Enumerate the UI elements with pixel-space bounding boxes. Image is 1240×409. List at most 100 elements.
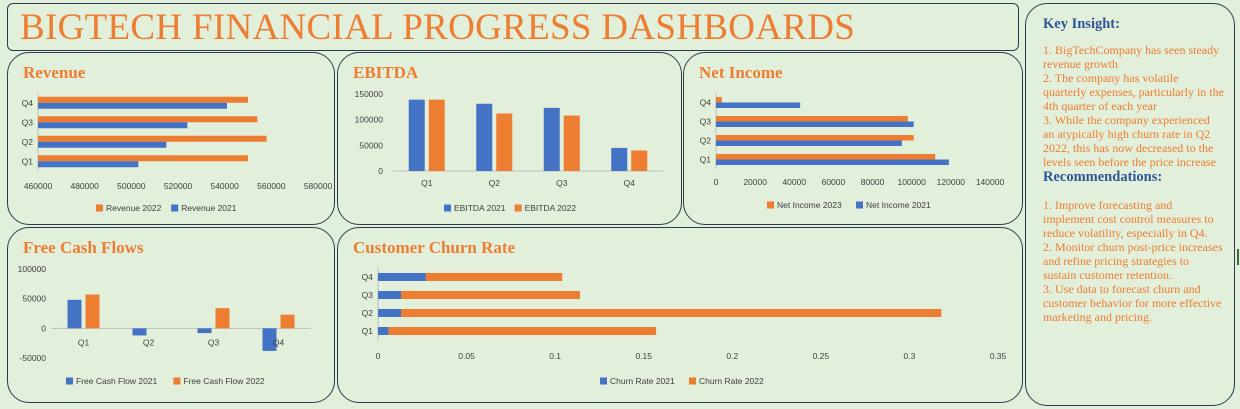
ebitda-bar-q4-s1 [631, 150, 648, 171]
netincome-legend-label-1: Net Income 2021 [866, 200, 931, 210]
revenue-bar-q3-s0 [38, 116, 258, 123]
ebitda-y-tick-3: 150000 [355, 89, 384, 99]
revenue-cat-label-q4: Q4 [22, 98, 34, 108]
fcf-chart: -50000 0 50000 100000 Q1 Q2 Q3 Q4 Free Cash Flow… [18, 264, 311, 386]
fcf-legend-label-0: Free Cash Flow 2021 [76, 376, 158, 386]
churn-cat-label-q1: Q1 [362, 326, 374, 336]
edge-marker [1237, 249, 1239, 265]
fcf-y-tick-0: -50000 [20, 353, 47, 363]
ebitda-bar-q1-s0 [408, 99, 425, 171]
netincome-panel: Net Income Q1 Q2 Q3 Q4 0 20000 40000 60000 80000… [683, 52, 1023, 225]
revenue-legend-label-1: Revenue 2021 [181, 203, 237, 213]
fcf-bar-q1-s0 [67, 299, 82, 329]
revenue-cat-label-q2: Q2 [22, 137, 34, 147]
netincome-cat-label-q2: Q2 [700, 136, 712, 146]
churn-bar-q1-s0 [378, 327, 389, 335]
churn-x-tick-5: 0.25 [813, 351, 830, 361]
revenue-x-tick-5: 560000 [257, 181, 286, 191]
ebitda-bar-q2-s1 [496, 113, 513, 171]
netincome-bar-q4-s1 [716, 102, 801, 108]
fcf-cat-label-q2: Q2 [143, 337, 155, 347]
churn-legend-swatch-1 [689, 377, 696, 385]
churn-cat-label-q3: Q3 [362, 290, 374, 300]
fcf-cat-label-q3: Q3 [208, 337, 220, 347]
revenue-x-tick-4: 540000 [210, 181, 239, 191]
revenue-cat-label-q1: Q1 [22, 156, 34, 166]
netincome-cat-label-q4: Q4 [700, 98, 712, 108]
netincome-bar-q2-s0 [716, 135, 914, 141]
revenue-bar-q1-s1 [38, 161, 139, 168]
recommendations-text: 1. Improve forecasting and implement cos… [1043, 198, 1223, 324]
revenue-legend-label-0: Revenue 2022 [106, 203, 162, 213]
revenue-x-tick-6: 580000 [304, 181, 333, 191]
churn-bar-q3-s1 [401, 291, 580, 299]
revenue-bar-q4-s1 [38, 102, 227, 109]
ebitda-bar-q2-s0 [476, 103, 493, 171]
fcf-bar-q3-s1 [215, 308, 230, 329]
netincome-x-tick-1: 20000 [743, 177, 767, 187]
churn-cat-label-q2: Q2 [362, 308, 374, 318]
netincome-cat-label-q1: Q1 [700, 155, 712, 165]
fcf-y-tick-2: 50000 [22, 294, 46, 304]
ebitda-chart: 0 50000 100000 150000 Q1 Q2 Q3 Q4 EBITDA 2021 EBI… [355, 89, 663, 213]
churn-x-tick-1: 0.05 [458, 351, 475, 361]
ebitda-y-tick-2: 100000 [355, 115, 384, 125]
ebitda-cat-label-q1: Q1 [421, 178, 433, 188]
ebitda-legend-swatch-0 [444, 204, 451, 212]
netincome-title: Net Income [699, 63, 783, 82]
netincome-legend-swatch-1 [856, 201, 863, 209]
churn-legend-label-0: Churn Rate 2021 [610, 376, 675, 386]
churn-bar-q2-s0 [378, 309, 402, 317]
netincome-bar-q1-s1 [716, 159, 949, 165]
fcf-legend-label-1: Free Cash Flow 2022 [183, 376, 265, 386]
ebitda-y-tick-1: 50000 [359, 140, 383, 150]
churn-bar-q1-s1 [388, 327, 657, 335]
netincome-x-tick-6: 120000 [937, 177, 966, 187]
revenue-bar-q2-s0 [38, 135, 267, 142]
recommendations-heading: Recommendations: [1043, 169, 1163, 185]
fcf-bar-q2-s0 [132, 328, 147, 336]
fcf-bar-q4-s0 [262, 328, 277, 351]
revenue-title: Revenue [23, 63, 86, 82]
revenue-x-tick-0: 460000 [24, 181, 53, 191]
fcf-legend-swatch-1 [173, 377, 181, 385]
ebitda-legend-swatch-1 [514, 204, 522, 212]
revenue-bar-q1-s0 [38, 155, 248, 162]
churn-bar-q4-s0 [378, 273, 426, 281]
ebitda-cat-label-q2: Q2 [489, 178, 501, 188]
churn-legend-swatch-0 [600, 377, 607, 385]
dashboard-title: BIGTECH FINANCIAL PROGRESS DASHBOARDS [20, 7, 856, 48]
ebitda-legend-label-1: EBITDA 2022 [525, 203, 577, 213]
churn-x-tick-6: 0.3 [904, 351, 916, 361]
netincome-bar-q3-s1 [716, 121, 914, 127]
churn-chart: Q1 Q2 Q3 Q4 0 0.05 0.1 0.15 0.2 0.25 0.3 0.35 Churn … [362, 268, 1007, 386]
revenue-legend-swatch-0 [96, 204, 103, 212]
ebitda-bar-q3-s1 [563, 115, 580, 171]
netincome-bar-q3-s0 [716, 116, 908, 122]
fcf-y-tick-3: 100000 [18, 264, 47, 274]
churn-title: Customer Churn Rate [353, 238, 516, 257]
insight-text: 1. BigTechCompany has seen steady revenu… [1043, 43, 1224, 169]
netincome-cat-label-q3: Q3 [700, 117, 712, 127]
ebitda-cat-label-q4: Q4 [624, 178, 636, 188]
fcf-panel: Free Cash Flows -50000 0 50000 100000 Q1 Q2 Q3… [7, 227, 335, 403]
revenue-chart: Q1 Q2 Q3 Q4 460000 480000 500000 520000 540000 56… [22, 93, 333, 213]
fcf-y-tick-1: 0 [41, 323, 46, 333]
revenue-x-tick-1: 480000 [70, 181, 99, 191]
netincome-chart: Q1 Q2 Q3 Q4 0 20000 40000 60000 80000 100000 12000… [700, 93, 1005, 210]
fcf-title: Free Cash Flows [23, 238, 144, 257]
fcf-bar-q4-s1 [280, 314, 295, 329]
ebitda-title: EBITDA [353, 63, 419, 82]
netincome-legend-swatch-0 [767, 201, 774, 209]
churn-bar-q3-s0 [378, 291, 402, 299]
ebitda-legend-label-0: EBITDA 2021 [454, 203, 506, 213]
fcf-cat-label-q4: Q4 [273, 337, 285, 347]
churn-bar-q2-s1 [401, 309, 942, 317]
revenue-panel: Revenue Q1 Q2 Q3 Q4 460000 480000 500000 520000… [7, 52, 335, 225]
churn-x-tick-3: 0.15 [635, 351, 652, 361]
netincome-bar-q4-s0 [716, 97, 722, 103]
netincome-x-tick-7: 140000 [976, 177, 1005, 187]
churn-x-tick-7: 0.35 [990, 351, 1007, 361]
netincome-bar-q1-s0 [716, 154, 936, 160]
netincome-x-tick-5: 100000 [898, 177, 927, 187]
